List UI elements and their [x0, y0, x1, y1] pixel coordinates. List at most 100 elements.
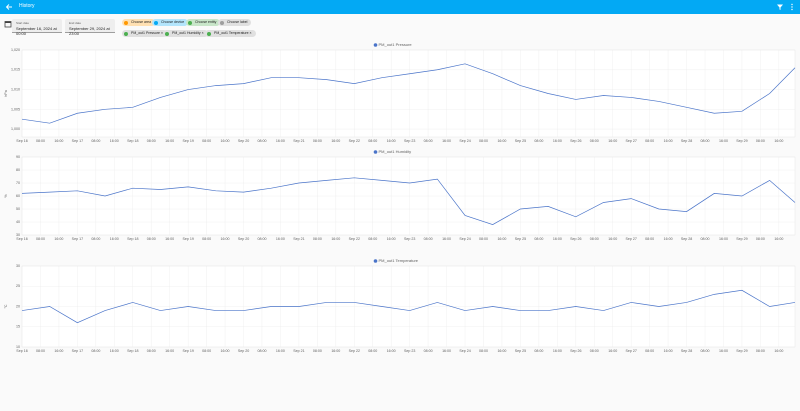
x-tick-label: 16:00	[54, 349, 63, 353]
x-tick-label: 08:00	[701, 139, 710, 143]
x-tick-label: 16:00	[276, 349, 285, 353]
legend-entry: PM_out1 Pressure	[379, 42, 413, 47]
x-tick-label: 08:00	[313, 237, 322, 241]
x-tick-label: 08:00	[36, 237, 45, 241]
x-tick-label: Sep 20	[238, 237, 249, 241]
x-tick-label: 08:00	[313, 139, 322, 143]
x-tick-label: 16:00	[110, 237, 119, 241]
x-tick-label: 16:00	[221, 349, 230, 353]
x-tick-label: Sep 28	[681, 237, 692, 241]
back-button[interactable]	[5, 3, 13, 11]
x-tick-label: 16:00	[608, 237, 617, 241]
y-tick-label: 15	[16, 325, 20, 329]
x-tick-label: Sep 29	[736, 349, 747, 353]
end-date[interactable]: End date September 29, 2024 at 23:00	[65, 19, 115, 36]
chip-label: Choose device	[161, 20, 185, 24]
x-tick-label: 08:00	[257, 139, 266, 143]
x-tick-label: 16:00	[719, 349, 728, 353]
start-label: Start date	[16, 21, 30, 25]
choose-area[interactable]: Choose area	[122, 19, 156, 26]
plot-area	[21, 49, 796, 138]
x-tick-label: 08:00	[257, 349, 266, 353]
x-tick-label: Sep 28	[681, 349, 692, 353]
x-tick-label: 16:00	[442, 237, 451, 241]
legend-swatch	[373, 43, 378, 47]
x-tick-label: 08:00	[202, 349, 211, 353]
x-tick-label: 16:00	[664, 237, 673, 241]
target-chip[interactable]: PM_out1 Pressure ×	[122, 30, 168, 37]
y-axis-label: hPa	[4, 90, 8, 96]
choose-device[interactable]: Choose device	[152, 19, 189, 26]
x-tick-label: 08:00	[147, 349, 156, 353]
x-tick-label: Sep 19	[182, 237, 193, 241]
x-tick-label: 08:00	[368, 349, 377, 353]
x-tick-label: Sep 26	[570, 349, 581, 353]
start-value: September 16, 2024 at 00:00	[16, 26, 57, 36]
x-tick-label: 16:00	[553, 139, 562, 143]
y-tick-label: 90	[16, 155, 20, 159]
x-tick-label: 08:00	[147, 237, 156, 241]
x-tick-label: 16:00	[774, 349, 783, 353]
x-tick-label: 08:00	[36, 139, 45, 143]
x-tick-label: 16:00	[387, 139, 396, 143]
x-tick-label: Sep 21	[293, 237, 304, 241]
x-tick-label: 08:00	[202, 237, 211, 241]
target-chip[interactable]: PM_out1 Temperature ×	[205, 30, 256, 37]
y-tick-label: 50	[16, 207, 20, 211]
x-tick-label: 08:00	[479, 349, 488, 353]
target-chip[interactable]: PM_out1 Humidity ×	[163, 30, 208, 37]
x-tick-label: Sep 23	[404, 139, 415, 143]
choose-label[interactable]: Choose label	[218, 19, 252, 26]
legend-entry: PM_out1 Temperature	[379, 258, 419, 263]
x-tick-label: 16:00	[664, 349, 673, 353]
x-tick-label: 08:00	[257, 237, 266, 241]
x-tick-label: 16:00	[664, 139, 673, 143]
choose-entity[interactable]: Choose entity	[186, 19, 221, 26]
x-tick-label: Sep 23	[404, 237, 415, 241]
legend-swatch	[373, 150, 378, 154]
y-tick-label: 40	[16, 220, 20, 224]
x-tick-label: Sep 22	[349, 237, 360, 241]
x-tick-label: 16:00	[719, 139, 728, 143]
end-value: September 29, 2024 at 23:00	[69, 26, 110, 36]
x-tick-label: 16:00	[387, 237, 396, 241]
x-tick-label: 08:00	[756, 349, 765, 353]
legend-entry: PM_out1 Humidity	[379, 149, 412, 154]
x-tick-label: 16:00	[110, 139, 119, 143]
x-tick-label: Sep 17	[72, 237, 83, 241]
chip-label: PM_out1 Pressure	[131, 31, 160, 35]
x-tick-label: 16:00	[221, 139, 230, 143]
y-tick-label: 70	[16, 181, 20, 185]
x-tick-label: 08:00	[590, 139, 599, 143]
x-tick-label: Sep 20	[238, 139, 249, 143]
x-tick-label: 08:00	[534, 237, 543, 241]
x-tick-label: Sep 26	[570, 237, 581, 241]
x-tick-label: Sep 21	[293, 349, 304, 353]
x-tick-label: Sep 24	[459, 237, 470, 241]
x-tick-label: 16:00	[497, 237, 506, 241]
chip-label: PM_out1 Humidity	[172, 31, 201, 35]
x-tick-label: 08:00	[534, 349, 543, 353]
x-tick-label: 08:00	[645, 139, 654, 143]
x-tick-label: 08:00	[590, 237, 599, 241]
x-tick-label: Sep 16	[16, 139, 27, 143]
x-tick-label: Sep 17	[72, 139, 83, 143]
x-tick-label: 08:00	[147, 139, 156, 143]
x-tick-label: Sep 19	[182, 349, 193, 353]
y-tick-label: 1,020	[11, 48, 20, 52]
x-tick-label: 16:00	[221, 237, 230, 241]
y-tick-label: 1,010	[11, 87, 20, 91]
x-tick-label: 08:00	[701, 349, 710, 353]
menu-button[interactable]	[790, 3, 794, 11]
x-tick-label: 08:00	[91, 237, 100, 241]
x-tick-label: Sep 27	[625, 139, 636, 143]
calendar-icon[interactable]	[4, 20, 12, 28]
x-tick-label: Sep 27	[625, 237, 636, 241]
x-tick-label: Sep 21	[293, 139, 304, 143]
x-tick-label: 08:00	[202, 139, 211, 143]
filter-button[interactable]	[776, 3, 784, 11]
x-tick-label: Sep 22	[349, 349, 360, 353]
y-tick-label: 25	[16, 284, 20, 288]
start-date[interactable]: Start date September 16, 2024 at 00:00	[12, 19, 62, 36]
